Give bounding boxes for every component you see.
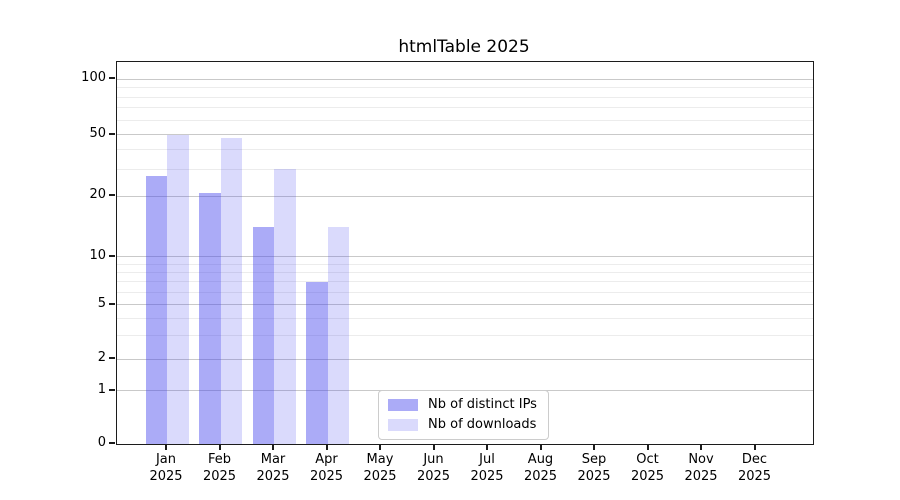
y-gridline-major [117,304,813,306]
y-gridline-minor [117,96,813,98]
y-gridline-minor [117,291,813,293]
legend-label-distinct-ips: Nb of distinct IPs [428,397,537,412]
bar-downloads-jan [167,134,189,444]
y-gridline-major [117,256,813,258]
x-axis-tick [379,444,381,450]
x-tick-label-sep: Sep 2025 [577,452,611,484]
y-axis-tick [109,254,115,257]
y-axis-tick [109,132,115,135]
x-tick-label-dec: Dec 2025 [737,452,772,484]
y-gridline-major [117,134,813,136]
y-axis-tick [109,388,115,391]
y-tick-label: 1 [97,381,106,397]
y-axis-tick [109,442,115,444]
bar-distinct-ips-jan [145,176,167,444]
x-axis-tick [539,444,542,450]
y-tick-label: 10 [89,247,106,263]
y-gridline-major [117,195,813,197]
x-tick-label-aug: Aug 2025 [523,452,558,484]
x-axis-tick [486,444,488,450]
x-tick-label-jul: Jul 2025 [470,452,504,484]
x-axis-tick [432,444,435,450]
x-axis-tick [646,444,649,450]
bar-downloads-apr [327,227,349,444]
y-gridline-minor [117,271,813,273]
y-gridline-minor [117,149,813,151]
y-tick-label: 50 [89,125,106,141]
y-gridline-major [117,78,813,80]
x-tick-label-apr: Apr 2025 [309,452,344,484]
y-tick-label: 5 [97,295,106,311]
plot-area [116,61,814,445]
y-gridline-minor [117,87,813,89]
y-gridline-minor [117,334,813,336]
y-axis-tick [109,357,115,360]
x-tick-label-feb: Feb 2025 [202,452,237,484]
y-gridline-minor [117,107,813,109]
x-axis-tick [593,444,595,450]
x-axis-tick [753,444,756,450]
x-tick-label-nov: Nov 2025 [684,452,718,484]
x-tick-label-jun: Jun 2025 [416,452,451,484]
y-gridline-minor [117,281,813,283]
y-gridline-minor [117,317,813,319]
chart-title: htmlTable 2025 [398,37,530,57]
y-tick-label: 20 [89,187,106,203]
y-tick-label: 100 [81,70,106,86]
bar-distinct-ips-mar [252,227,274,444]
y-axis-tick [109,77,115,80]
bar-distinct-ips-feb [199,192,221,444]
x-axis-tick [272,444,274,450]
legend-label-downloads: Nb of downloads [428,417,537,432]
x-tick-label-oct: Oct 2025 [630,452,665,484]
legend-entry-distinct-ips: Nb of distinct IPs [388,397,537,412]
x-tick-label-jan: Jan 2025 [149,452,183,484]
y-gridline-minor [117,168,813,170]
x-axis-tick [700,444,702,450]
bar-distinct-ips-apr [306,281,328,444]
y-tick-label: 0 [97,435,106,450]
legend-swatch-distinct-ips [388,398,418,411]
x-axis-tick [165,444,167,450]
bar-downloads-feb [220,137,242,444]
y-axis-tick [109,302,115,305]
y-gridline-major [117,358,813,360]
x-axis-tick [218,444,221,450]
bar-downloads-mar [274,169,296,444]
legend: Nb of distinct IPs Nb of downloads [378,390,549,440]
legend-swatch-downloads [388,418,418,431]
y-axis-tick [109,194,115,197]
y-tick-label: 2 [97,350,106,366]
y-gridline-minor [117,263,813,265]
x-tick-label-may: May 2025 [363,452,397,484]
x-tick-label-mar: Mar 2025 [256,452,290,484]
y-gridline-minor [117,119,813,121]
legend-entry-downloads: Nb of downloads [388,417,537,432]
x-axis-tick [325,444,328,450]
